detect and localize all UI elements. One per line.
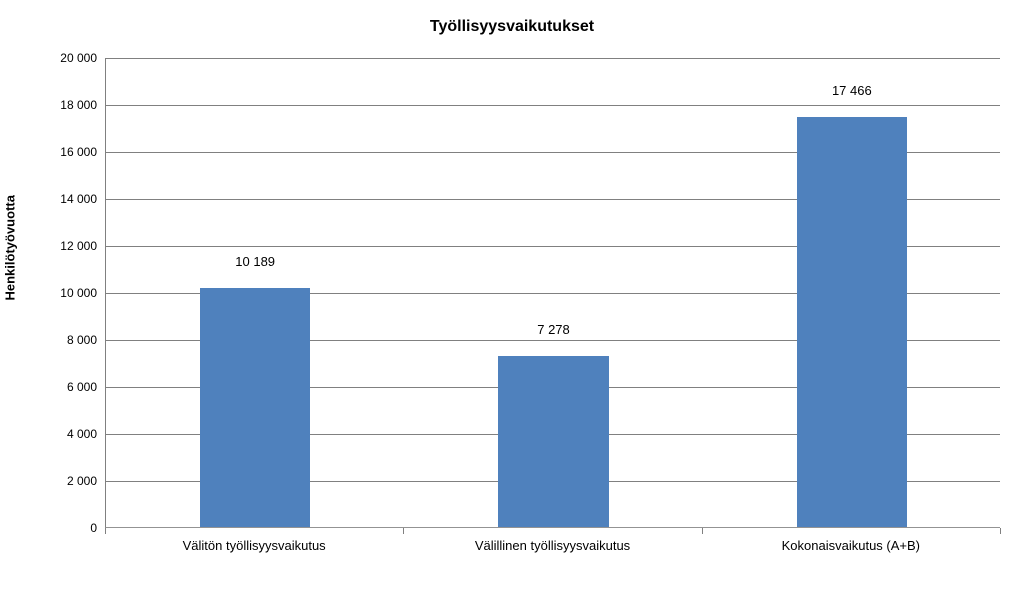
y-tick-label: 20 000 [37, 51, 97, 65]
x-tick-label: Kokonaisvaikutus (A+B) [782, 538, 920, 553]
chart-title: Työllisyysvaikutukset [0, 18, 1024, 36]
bar [200, 288, 310, 527]
y-tick-label: 10 000 [37, 286, 97, 300]
y-tick-label: 4 000 [37, 427, 97, 441]
y-tick-label: 16 000 [37, 145, 97, 159]
y-axis-label: Henkilötyövuotta [3, 281, 18, 301]
y-tick-label: 6 000 [37, 380, 97, 394]
y-tick-label: 12 000 [37, 239, 97, 253]
y-tick-label: 8 000 [37, 333, 97, 347]
x-tick [1000, 528, 1001, 534]
bar-value-label: 10 189 [235, 254, 275, 269]
x-tick [403, 528, 404, 534]
bar-value-label: 7 278 [537, 322, 570, 337]
plot-area: 10 189 7 278 17 466 [105, 58, 1000, 528]
gridline [106, 58, 1000, 59]
bar [797, 117, 907, 527]
bar-value-label: 17 466 [832, 83, 872, 98]
x-tick [702, 528, 703, 534]
bar-chart: Työllisyysvaikutukset Henkilötyövuotta 1… [0, 0, 1024, 591]
y-tick-label: 18 000 [37, 98, 97, 112]
y-tick-label: 0 [37, 521, 97, 535]
y-tick-label: 2 000 [37, 474, 97, 488]
gridline [106, 105, 1000, 106]
bar [498, 356, 608, 527]
x-tick [105, 528, 106, 534]
x-tick-label: Välillinen työllisyysvaikutus [475, 538, 630, 553]
y-tick-label: 14 000 [37, 192, 97, 206]
x-tick-label: Välitön työllisyysvaikutus [183, 538, 326, 553]
